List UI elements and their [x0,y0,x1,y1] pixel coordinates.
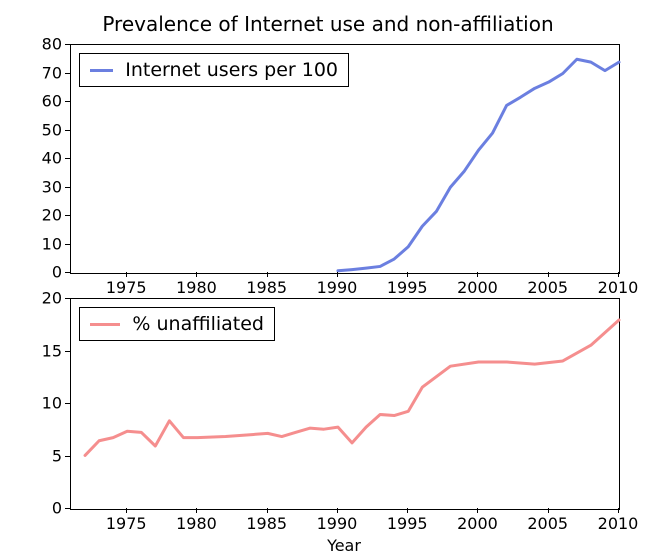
x-tick-mark [196,508,197,513]
y-tick-label: 20 [42,289,62,308]
top-panel: Internet users per 100 [70,44,620,274]
y-tick-label: 60 [42,92,62,111]
y-tick-label: 10 [42,234,62,253]
x-tick-mark [548,508,549,513]
x-tick-label: 1990 [317,514,358,533]
x-tick-mark [618,508,619,513]
y-tick-mark [65,101,70,102]
y-tick-label: 5 [52,446,62,465]
y-tick-label: 30 [42,177,62,196]
x-tick-mark [196,272,197,277]
top-legend: Internet users per 100 [79,53,349,87]
bottom-legend: % unaffiliated [79,307,275,341]
x-tick-label: 1995 [387,278,428,297]
x-tick-mark [477,508,478,513]
x-tick-mark [548,272,549,277]
chart-figure: Prevalence of Internet use and non-affil… [0,0,656,560]
x-tick-mark [126,508,127,513]
y-tick-label: 50 [42,120,62,139]
x-tick-label: 1990 [317,278,358,297]
y-tick-label: 70 [42,63,62,82]
y-tick-mark [65,44,70,45]
y-tick-mark [65,456,70,457]
x-tick-mark [267,508,268,513]
x-tick-label: 2010 [598,514,639,533]
x-tick-label: 1975 [106,514,147,533]
y-tick-mark [65,215,70,216]
x-tick-mark [407,272,408,277]
y-tick-label: 0 [52,499,62,518]
x-tick-label: 1985 [246,514,287,533]
y-tick-label: 0 [52,263,62,282]
x-tick-mark [477,272,478,277]
x-tick-label: 2000 [457,278,498,297]
x-tick-label: 1995 [387,514,428,533]
x-tick-mark [407,508,408,513]
x-tick-mark [337,508,338,513]
y-tick-label: 15 [42,341,62,360]
x-tick-label: 1980 [176,514,217,533]
x-tick-mark [337,272,338,277]
x-tick-mark [618,272,619,277]
y-tick-mark [65,508,70,509]
x-tick-label: 1985 [246,278,287,297]
y-tick-label: 10 [42,394,62,413]
y-tick-mark [65,351,70,352]
legend-line-icon [90,323,120,326]
x-tick-label: 1975 [106,278,147,297]
y-tick-mark [65,298,70,299]
legend-label: Internet users per 100 [125,59,338,81]
y-tick-mark [65,187,70,188]
y-tick-label: 80 [42,35,62,54]
y-tick-mark [65,158,70,159]
x-tick-label: 2000 [457,514,498,533]
y-tick-label: 20 [42,206,62,225]
x-axis-label: Year [70,536,618,555]
legend-line-icon [90,69,113,72]
x-tick-label: 1980 [176,278,217,297]
y-tick-mark [65,272,70,273]
y-tick-mark [65,403,70,404]
x-tick-label: 2005 [527,278,568,297]
chart-title: Prevalence of Internet use and non-affil… [0,12,656,36]
y-tick-mark [65,73,70,74]
bottom-panel: % unaffiliated [70,298,620,510]
y-tick-label: 40 [42,149,62,168]
x-tick-label: 2010 [598,278,639,297]
y-tick-mark [65,130,70,131]
x-tick-mark [126,272,127,277]
legend-label: % unaffiliated [132,313,264,335]
x-tick-label: 2005 [527,514,568,533]
y-tick-mark [65,244,70,245]
x-tick-mark [267,272,268,277]
